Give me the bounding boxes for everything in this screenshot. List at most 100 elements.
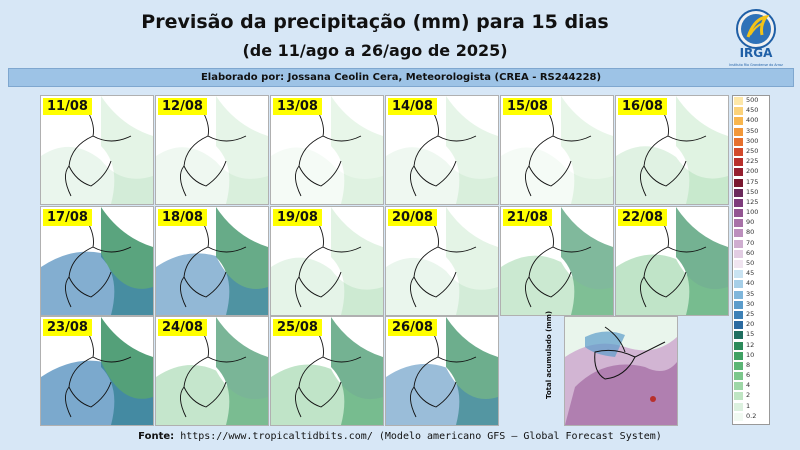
legend-swatch <box>734 382 743 391</box>
forecast-panel: 21/08 <box>500 206 614 316</box>
legend-label: 100 <box>746 208 759 217</box>
legend-label: 40 <box>746 279 755 288</box>
header: Previsão da precipitação (mm) para 15 di… <box>10 3 790 67</box>
logo-text: IRGA <box>740 46 774 60</box>
forecast-panel: 19/08 <box>270 206 384 316</box>
legend-swatch <box>734 310 743 319</box>
total-map <box>564 316 678 426</box>
legend-label: 150 <box>746 187 759 196</box>
panel-date: 20/08 <box>388 209 437 226</box>
legend-swatch <box>734 412 743 421</box>
forecast-panel: 11/08 <box>40 95 154 205</box>
legend-label: 175 <box>746 177 759 186</box>
legend-label: 225 <box>746 157 759 166</box>
legend-swatch <box>734 188 743 197</box>
panel-date: 15/08 <box>503 98 552 115</box>
legend-swatch <box>734 321 743 330</box>
forecast-panel: 17/08 <box>40 206 154 316</box>
legend-swatch <box>734 351 743 360</box>
legend-label: 10 <box>746 350 755 359</box>
legend-swatch <box>734 260 743 268</box>
forecast-panel: 16/08 <box>615 95 729 205</box>
legend-swatch <box>734 168 743 177</box>
footer-label: Fonte: <box>138 431 175 442</box>
author-bar: Elaborado por: Jossana Ceolin Cera, Mete… <box>8 68 794 87</box>
forecast-panel: 26/08 <box>385 316 499 426</box>
legend-label: 25 <box>746 309 755 318</box>
legend-swatch <box>734 392 743 401</box>
legend-label: 35 <box>746 289 755 298</box>
legend-swatch <box>734 117 743 126</box>
legend-label: 50 <box>746 259 755 267</box>
panel-date: 19/08 <box>273 209 322 226</box>
legend-label: 125 <box>746 197 759 206</box>
panel-date: 14/08 <box>388 98 437 115</box>
legend-label: 350 <box>746 126 759 135</box>
legend-swatch <box>734 178 743 187</box>
legend-label: 45 <box>746 269 755 278</box>
panel-date: 11/08 <box>43 98 92 115</box>
legend-label: 6 <box>746 371 751 380</box>
panel-date: 16/08 <box>618 98 667 115</box>
panel-date: 23/08 <box>43 319 92 336</box>
panel-date: 12/08 <box>158 98 207 115</box>
page-subtitle: (de 11/ago a 26/ago de 2025) <box>242 41 508 60</box>
legend-label: 15 <box>746 330 755 339</box>
panel-date: 21/08 <box>503 209 552 226</box>
forecast-panel: 23/08 <box>40 316 154 426</box>
legend-swatch <box>734 249 743 258</box>
legend-swatch <box>734 127 743 136</box>
legend-label: 20 <box>746 320 755 329</box>
legend-swatch <box>734 402 743 411</box>
legend-swatch <box>734 137 743 146</box>
legend-swatch <box>734 270 743 279</box>
forecast-panel: 14/08 <box>385 95 499 205</box>
forecast-panel: 24/08 <box>155 316 269 426</box>
legend-label: 2 <box>746 391 751 400</box>
legend-label: 200 <box>746 167 759 176</box>
legend-swatch <box>734 147 743 156</box>
footer-source: https://www.tropicaltidbits.com/ (Modelo… <box>180 431 662 442</box>
legend-swatch <box>734 209 743 218</box>
legend-swatch <box>734 300 743 309</box>
legend-label: 450 <box>746 106 759 115</box>
total-accumulated: Total acumulado (mm) <box>538 311 678 426</box>
legend-label: 4 <box>746 381 751 390</box>
legend-label: 250 <box>746 146 759 155</box>
legend-label: 1 <box>746 401 751 410</box>
irga-logo: IRGA Instituto Rio Grandense do Arroz <box>728 7 784 69</box>
legend-swatch <box>734 158 743 167</box>
panel-date: 26/08 <box>388 319 437 336</box>
legend-label: 8 <box>746 360 751 369</box>
legend-swatch <box>734 290 743 299</box>
panel-date: 13/08 <box>273 98 322 115</box>
forecast-panel: 15/08 <box>500 95 614 205</box>
legend-label: 400 <box>746 116 759 125</box>
legend-swatch <box>734 229 743 238</box>
legend-label: 500 <box>746 96 759 104</box>
legend-swatch <box>734 219 743 228</box>
page-title: Previsão da precipitação (mm) para 15 di… <box>141 11 609 33</box>
legend-swatch <box>734 341 743 350</box>
forecast-panel: 18/08 <box>155 206 269 316</box>
footer: Fonte: https://www.tropicaltidbits.com/ … <box>0 431 800 442</box>
forecast-panel: 22/08 <box>615 206 729 316</box>
legend-label: 90 <box>746 218 755 227</box>
panel-date: 25/08 <box>273 319 322 336</box>
panel-date: 22/08 <box>618 209 667 226</box>
panel-date: 24/08 <box>158 319 207 336</box>
legend-swatch <box>734 280 743 289</box>
legend-label: 0.2 <box>746 411 757 420</box>
panel-date: 17/08 <box>43 209 92 226</box>
legend-label: 60 <box>746 248 755 257</box>
precipitation-legend: 500 450 400 350 300 250 225 200 175 150 125 100 90 80… <box>732 95 770 425</box>
legend-label: 30 <box>746 299 755 308</box>
legend-swatch <box>734 239 743 248</box>
legend-swatch <box>734 97 743 105</box>
legend-label: 12 <box>746 340 755 349</box>
forecast-panel: 12/08 <box>155 95 269 205</box>
legend-swatch <box>734 107 743 116</box>
legend-swatch <box>734 361 743 370</box>
legend-swatch <box>734 198 743 207</box>
legend-label: 70 <box>746 238 755 247</box>
